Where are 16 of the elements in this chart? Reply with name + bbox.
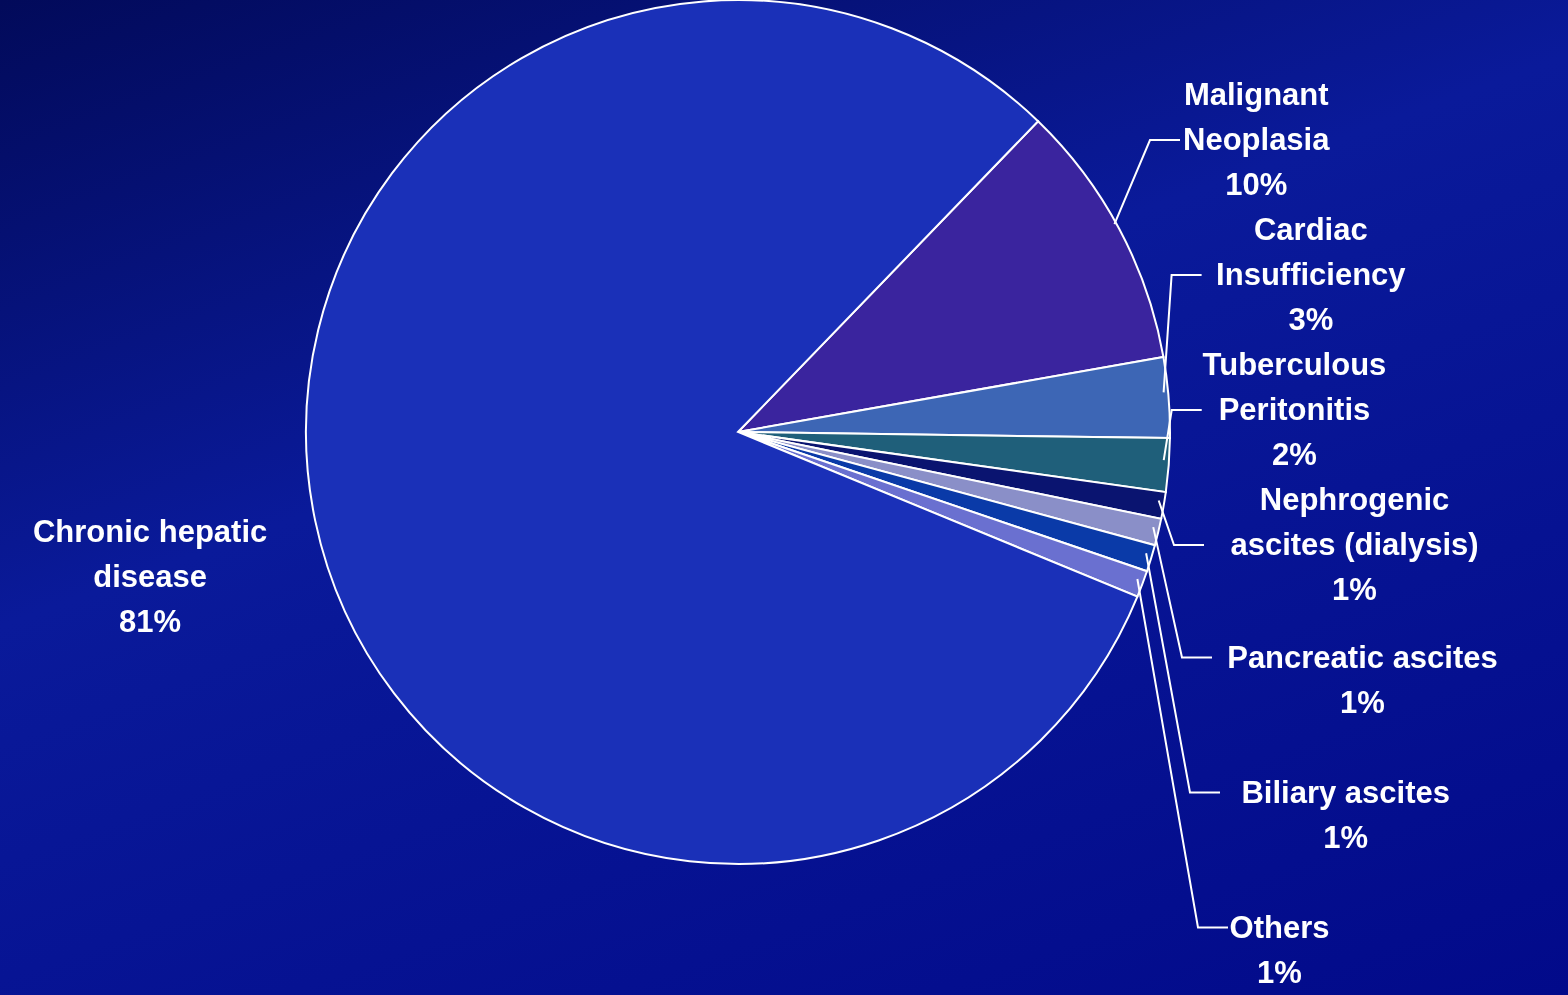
slice-label: Malignant Neoplasia bbox=[1183, 77, 1331, 157]
data-label: 10% bbox=[1225, 167, 1288, 202]
slice-label: Others bbox=[1229, 909, 1330, 945]
data-label: 3% bbox=[1288, 302, 1334, 337]
slice-label: Pancreatic ascites bbox=[1227, 639, 1498, 675]
data-label: 1% bbox=[1340, 684, 1385, 720]
data-label: 1% bbox=[1332, 572, 1377, 607]
data-label: 1% bbox=[1323, 819, 1369, 855]
slice-label: Tuberculous Peritonitis bbox=[1202, 347, 1387, 427]
data-label: 81% bbox=[119, 604, 182, 640]
data-label: 1% bbox=[1257, 954, 1302, 990]
slice-label: Nephrogenic ascites (dialysis) bbox=[1230, 482, 1479, 562]
slice-label: Biliary ascites bbox=[1241, 774, 1451, 810]
slice-label: Chronic hepatic disease bbox=[33, 514, 268, 595]
slice-label: Cardiac Insufficiency bbox=[1216, 212, 1407, 292]
data-label: 2% bbox=[1272, 437, 1317, 472]
